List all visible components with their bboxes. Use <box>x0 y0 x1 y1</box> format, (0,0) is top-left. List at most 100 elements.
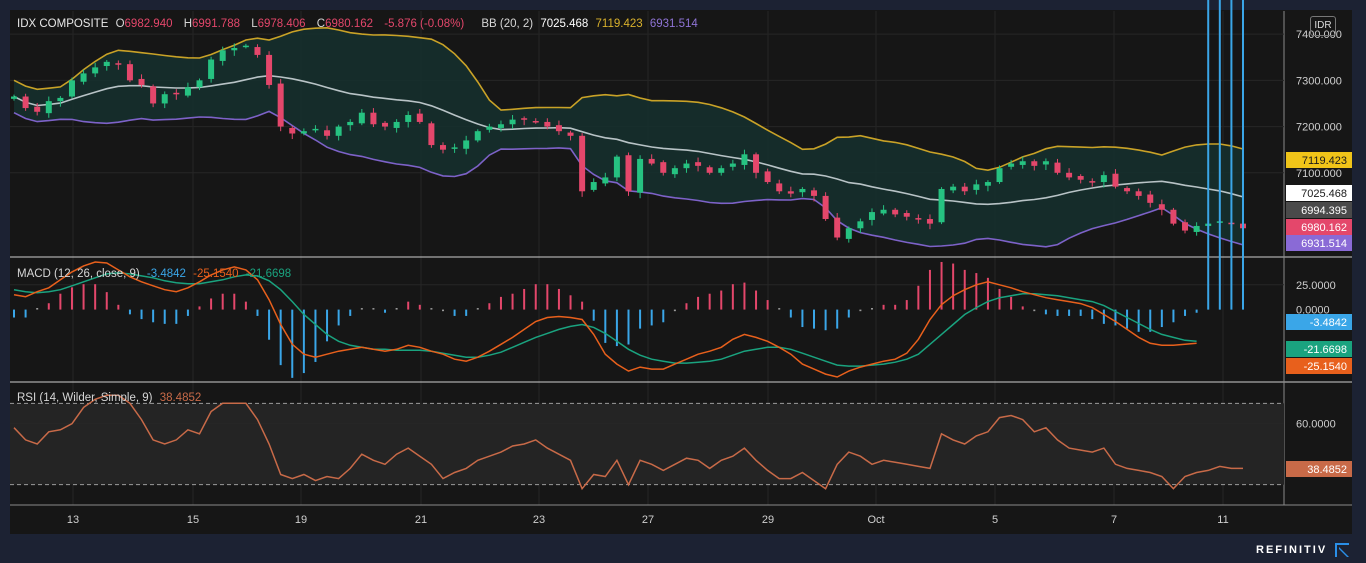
candle-body <box>1089 181 1096 183</box>
candle-body <box>741 154 748 165</box>
candle-body <box>219 50 226 61</box>
candle-body <box>242 45 249 48</box>
legend-close: 6980.162 <box>325 18 374 30</box>
candle-body <box>45 101 52 114</box>
candle-body <box>718 168 725 173</box>
candle-body <box>1008 163 1015 167</box>
legend-low-label: L <box>251 18 258 30</box>
candle-body <box>984 182 991 186</box>
candle-body <box>231 47 238 51</box>
macd-tick-label: 0.0000 <box>1296 305 1330 317</box>
candle-body <box>428 123 435 146</box>
currency-badge[interactable]: IDR <box>1310 16 1336 36</box>
candle-body <box>868 212 875 220</box>
candle-body <box>1042 161 1049 165</box>
candle-body <box>254 47 261 55</box>
candle-body <box>497 124 504 128</box>
candle-body <box>161 94 168 104</box>
candle-body <box>289 127 296 134</box>
candle-body <box>115 63 122 65</box>
candle-body <box>706 167 713 173</box>
price-label-bb_lower: 6931.514 <box>1301 238 1347 250</box>
legend-high-label: H <box>183 18 193 30</box>
candle-body <box>776 183 783 192</box>
candle-body <box>834 217 841 238</box>
candle-body <box>1077 176 1084 180</box>
candle-body <box>1182 222 1189 231</box>
candle-body <box>660 162 667 173</box>
candle-body <box>393 121 400 128</box>
candle-body <box>347 121 354 126</box>
candle-body <box>903 213 910 217</box>
candle-body <box>324 130 331 136</box>
candle-body <box>474 131 481 141</box>
macd-signal-line <box>13 272 1197 367</box>
macd-signal-value: -21.6698 <box>245 268 292 280</box>
candle-body <box>787 191 794 194</box>
candle-body <box>613 156 620 178</box>
price-tick-label: 7300.000 <box>1296 75 1342 87</box>
candle-body <box>300 131 307 134</box>
candle-body <box>11 96 17 99</box>
time-tick-label: 29 <box>762 514 774 526</box>
price-label-bb_mid: 7025.468 <box>1301 188 1347 200</box>
price-tick-label: 7100.000 <box>1296 168 1342 180</box>
macd-label: MACD (12, 26, close, 9) <box>17 268 140 280</box>
macd-hist-value: -3.4842 <box>146 268 186 280</box>
legend-low: 6978.406 <box>257 18 306 30</box>
rsi-line <box>13 394 1243 491</box>
time-tick-label: 15 <box>187 514 199 526</box>
candle-body <box>729 163 736 167</box>
candle-body <box>753 154 760 173</box>
candle-body <box>439 145 446 150</box>
candle-body <box>382 122 389 127</box>
rsi-value-label-bg <box>1286 461 1352 477</box>
candle-body <box>648 158 655 164</box>
candle-body <box>602 177 609 184</box>
candle-body <box>764 171 771 183</box>
macd-signal-label-bg <box>1286 341 1352 357</box>
legend-open-label: O <box>115 18 125 30</box>
candle-body <box>683 163 690 169</box>
candle-body <box>184 87 191 96</box>
candle-body <box>509 119 516 125</box>
macd-hist-label: -3.4842 <box>1310 317 1347 329</box>
time-tick-label: 5 <box>992 514 998 526</box>
candle-body <box>34 106 41 112</box>
candle-body <box>637 158 644 193</box>
candle-body <box>996 168 1003 183</box>
candle-body <box>695 162 702 166</box>
candle-body <box>405 115 412 122</box>
time-tick-label: 7 <box>1111 514 1117 526</box>
candle-body <box>1147 194 1154 203</box>
legend-bb-label: BB (20, 2) <box>481 18 534 30</box>
candle-body <box>1135 191 1142 196</box>
candle-body <box>196 80 203 88</box>
candle-body <box>451 147 458 149</box>
candle-body <box>486 126 493 130</box>
candle-body <box>103 61 110 67</box>
macd-legend: MACD (12, 26, close, 9) -3.4842 -25.1540… <box>17 268 295 280</box>
candle-body <box>277 83 284 127</box>
candle-body <box>892 209 899 215</box>
candle-body <box>1124 188 1131 192</box>
candle-body <box>938 188 945 223</box>
candle-body <box>671 168 678 175</box>
refinitiv-logo-icon <box>1335 543 1349 557</box>
candle-body <box>1100 175 1107 183</box>
price-label-bb_upper: 7119.423 <box>1302 155 1347 167</box>
candle-body <box>266 54 273 85</box>
macd-signal-label: -21.6698 <box>1304 344 1347 356</box>
candle-body <box>845 228 852 239</box>
candle-body <box>822 195 829 220</box>
candle-body <box>555 125 562 132</box>
candle-body <box>80 73 87 82</box>
candle-body <box>1019 161 1026 165</box>
candle-body <box>544 121 551 127</box>
bollinger-band-fill <box>14 27 1243 247</box>
bollinger-middle-line <box>13 74 1244 206</box>
price-label-bg <box>1286 152 1352 168</box>
macd-line <box>13 261 1197 378</box>
legend-open: 6982.940 <box>124 18 173 30</box>
